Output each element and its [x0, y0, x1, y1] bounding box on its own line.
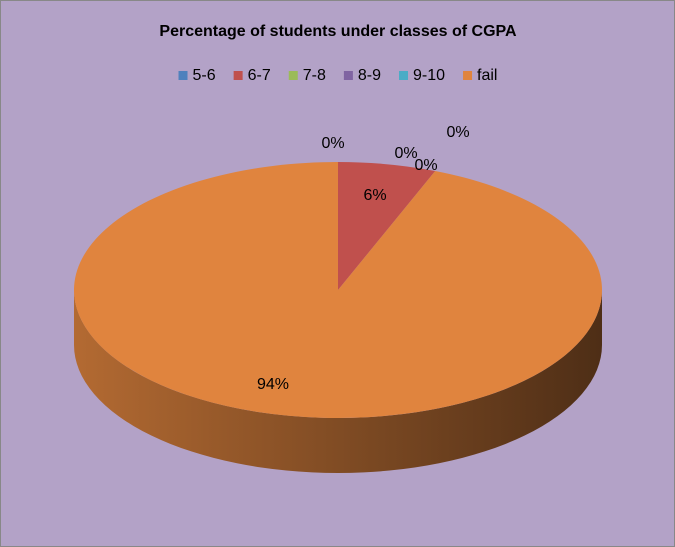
legend-label: 5-6	[193, 67, 216, 84]
data-label: 0%	[321, 135, 344, 152]
slice	[73, 162, 602, 418]
pie-sides	[74, 290, 602, 473]
data-label: 0%	[394, 145, 417, 162]
data-label: 94%	[257, 376, 289, 393]
legend-label: 8-9	[358, 67, 381, 84]
legend-swatch	[463, 71, 473, 80]
legend-swatch	[288, 71, 298, 80]
slice-side	[74, 290, 602, 473]
data-label: 0%	[414, 157, 437, 174]
chart-title: Percentage of students under classes of …	[159, 23, 517, 40]
legend-label: 7-8	[303, 67, 326, 84]
data-labels: 0%6%0%0%0%94%	[257, 124, 470, 393]
data-label: 6%	[364, 187, 387, 204]
legend-label: 6-7	[248, 67, 271, 84]
pie-tops	[73, 162, 602, 418]
legend-swatch	[399, 71, 409, 80]
legend-swatch	[178, 71, 188, 80]
legend-label: fail	[477, 67, 497, 84]
legend-swatch	[343, 71, 353, 80]
slice	[338, 162, 436, 290]
data-label: 0%	[446, 124, 469, 141]
legend: 5-6 6-7 7-8 8-9 9-10 fail	[178, 67, 497, 84]
legend-swatch	[233, 71, 243, 80]
legend-label: 9-10	[413, 67, 445, 84]
